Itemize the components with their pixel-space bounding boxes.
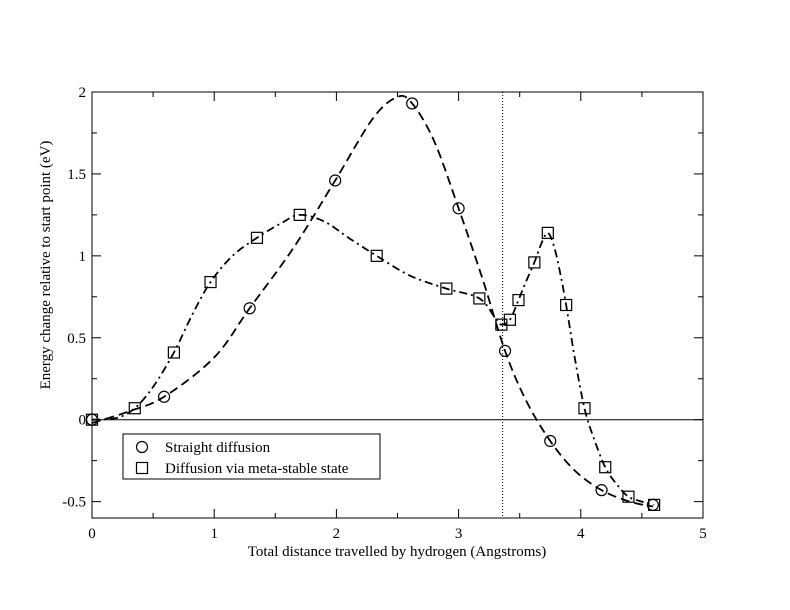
data-point-square [560, 298, 573, 312]
y-tick-label: -0.5 [62, 495, 86, 511]
y-tick-label: 0 [79, 413, 87, 429]
tick-labels: 0 1 2 3 4 5-0.500.511.52 [62, 85, 707, 542]
y-tick-label: 0.5 [67, 331, 86, 347]
x-tick-label: 4 [577, 526, 585, 542]
y-axis-title: Energy change relative to start point (e… [38, 141, 54, 390]
data-point-square [440, 282, 453, 295]
data-point-square [293, 208, 306, 221]
x-tick-label: 2 [333, 526, 341, 542]
data-point-square [599, 461, 612, 474]
data-point-circle [243, 302, 256, 315]
series-line-1 [91, 94, 654, 508]
reference-lines [92, 92, 703, 518]
data-point-square [503, 313, 517, 326]
data-point-square [473, 292, 486, 305]
data-point-square [370, 249, 383, 262]
x-tick-label: 5 [699, 526, 707, 542]
x-tick-label: 0 [88, 526, 96, 542]
x-tick-label: 3 [455, 526, 463, 542]
legend-label-straight: Straight diffusion [165, 440, 271, 456]
legend-box [122, 433, 381, 480]
data-point-square [512, 293, 525, 307]
data-point-square [528, 256, 541, 269]
y-tick-label: 1.5 [67, 167, 86, 183]
x-axis-title: Total distance travelled by hydrogen (An… [248, 544, 546, 560]
data-point-square [622, 490, 635, 503]
data-point-square [250, 231, 264, 244]
series-line-2 [91, 213, 655, 506]
data-point-circle [544, 434, 557, 448]
data-point-circle [157, 390, 171, 403]
data-point-square [578, 402, 591, 415]
y-tick-label: 1 [79, 249, 87, 265]
axis-ticks [91, 91, 704, 518]
legend: Straight diffusion Diffusion via meta-st… [122, 433, 381, 480]
data-point-circle [595, 484, 608, 497]
legend-label-metastable: Diffusion via meta-stable state [165, 461, 349, 477]
data-point-circle [406, 97, 419, 110]
x-tick-label: 1 [210, 526, 218, 542]
data-point-circle [498, 344, 512, 357]
data-point-square [128, 402, 141, 415]
data-point-square [204, 275, 217, 289]
data-point-square [167, 346, 180, 359]
data-point-square [648, 498, 661, 511]
data-point-square [85, 413, 99, 426]
data-point-square [541, 226, 554, 240]
legend-marker-circle [135, 440, 149, 454]
series-layer [85, 94, 661, 511]
y-tick-label: 2 [79, 85, 87, 101]
data-point-circle [329, 174, 342, 187]
legend-marker-square [135, 461, 149, 475]
data-point-circle [452, 202, 465, 215]
